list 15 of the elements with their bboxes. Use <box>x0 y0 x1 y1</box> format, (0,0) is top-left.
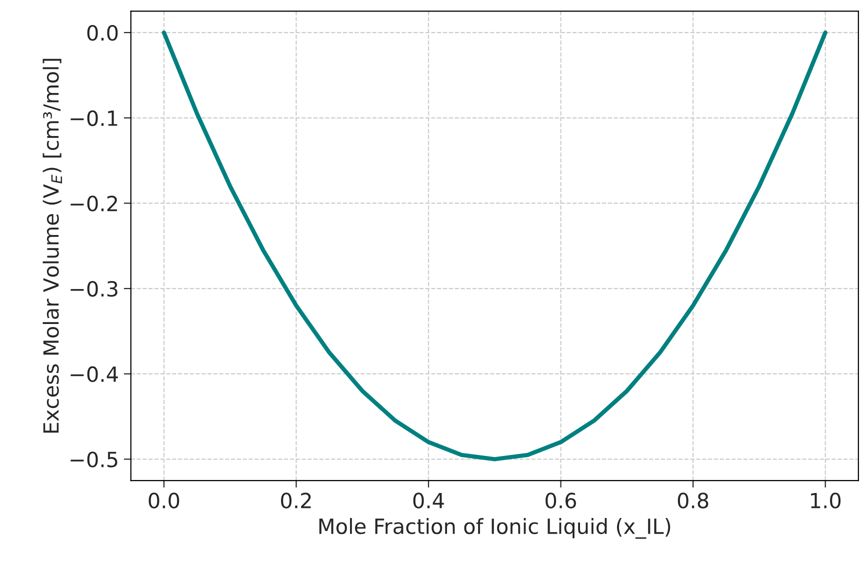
y-axis-title: Excess Molar Volume (V$_{E}$) [cm³/mol] <box>42 58 62 433</box>
y-tick-label: 0.0 <box>87 25 118 41</box>
x-tick-label: 0.4 <box>413 492 444 508</box>
y-tick-label: −0.2 <box>70 196 117 212</box>
x-tick-label: 0.0 <box>148 492 180 508</box>
x-tick-label: 0.8 <box>678 492 708 508</box>
line-series <box>162 30 828 462</box>
y-tick-label: −0.4 <box>70 366 118 382</box>
y-tick-label: −0.3 <box>70 280 118 297</box>
x-axis-title: Mole Fraction of Ionic Liquid (x_IL) <box>319 518 670 539</box>
y-tick-label: −0.5 <box>70 452 118 468</box>
y-tick-label: −0.1 <box>70 110 118 126</box>
x-tick-label: 0.6 <box>546 492 576 508</box>
x-tick-label: 1.0 <box>811 492 841 508</box>
x-tick-label: 0.2 <box>281 492 311 508</box>
